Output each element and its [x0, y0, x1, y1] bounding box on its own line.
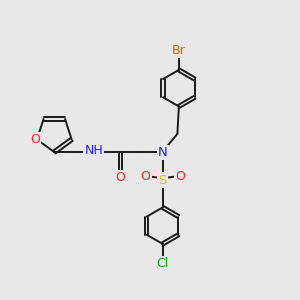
Text: Br: Br: [172, 44, 186, 57]
Text: N: N: [158, 146, 167, 159]
Text: O: O: [175, 170, 185, 183]
Text: NH: NH: [84, 144, 103, 157]
Text: O: O: [141, 170, 151, 183]
Text: S: S: [158, 173, 167, 187]
Text: O: O: [115, 171, 125, 184]
Text: Cl: Cl: [157, 256, 169, 270]
Text: O: O: [31, 133, 40, 146]
